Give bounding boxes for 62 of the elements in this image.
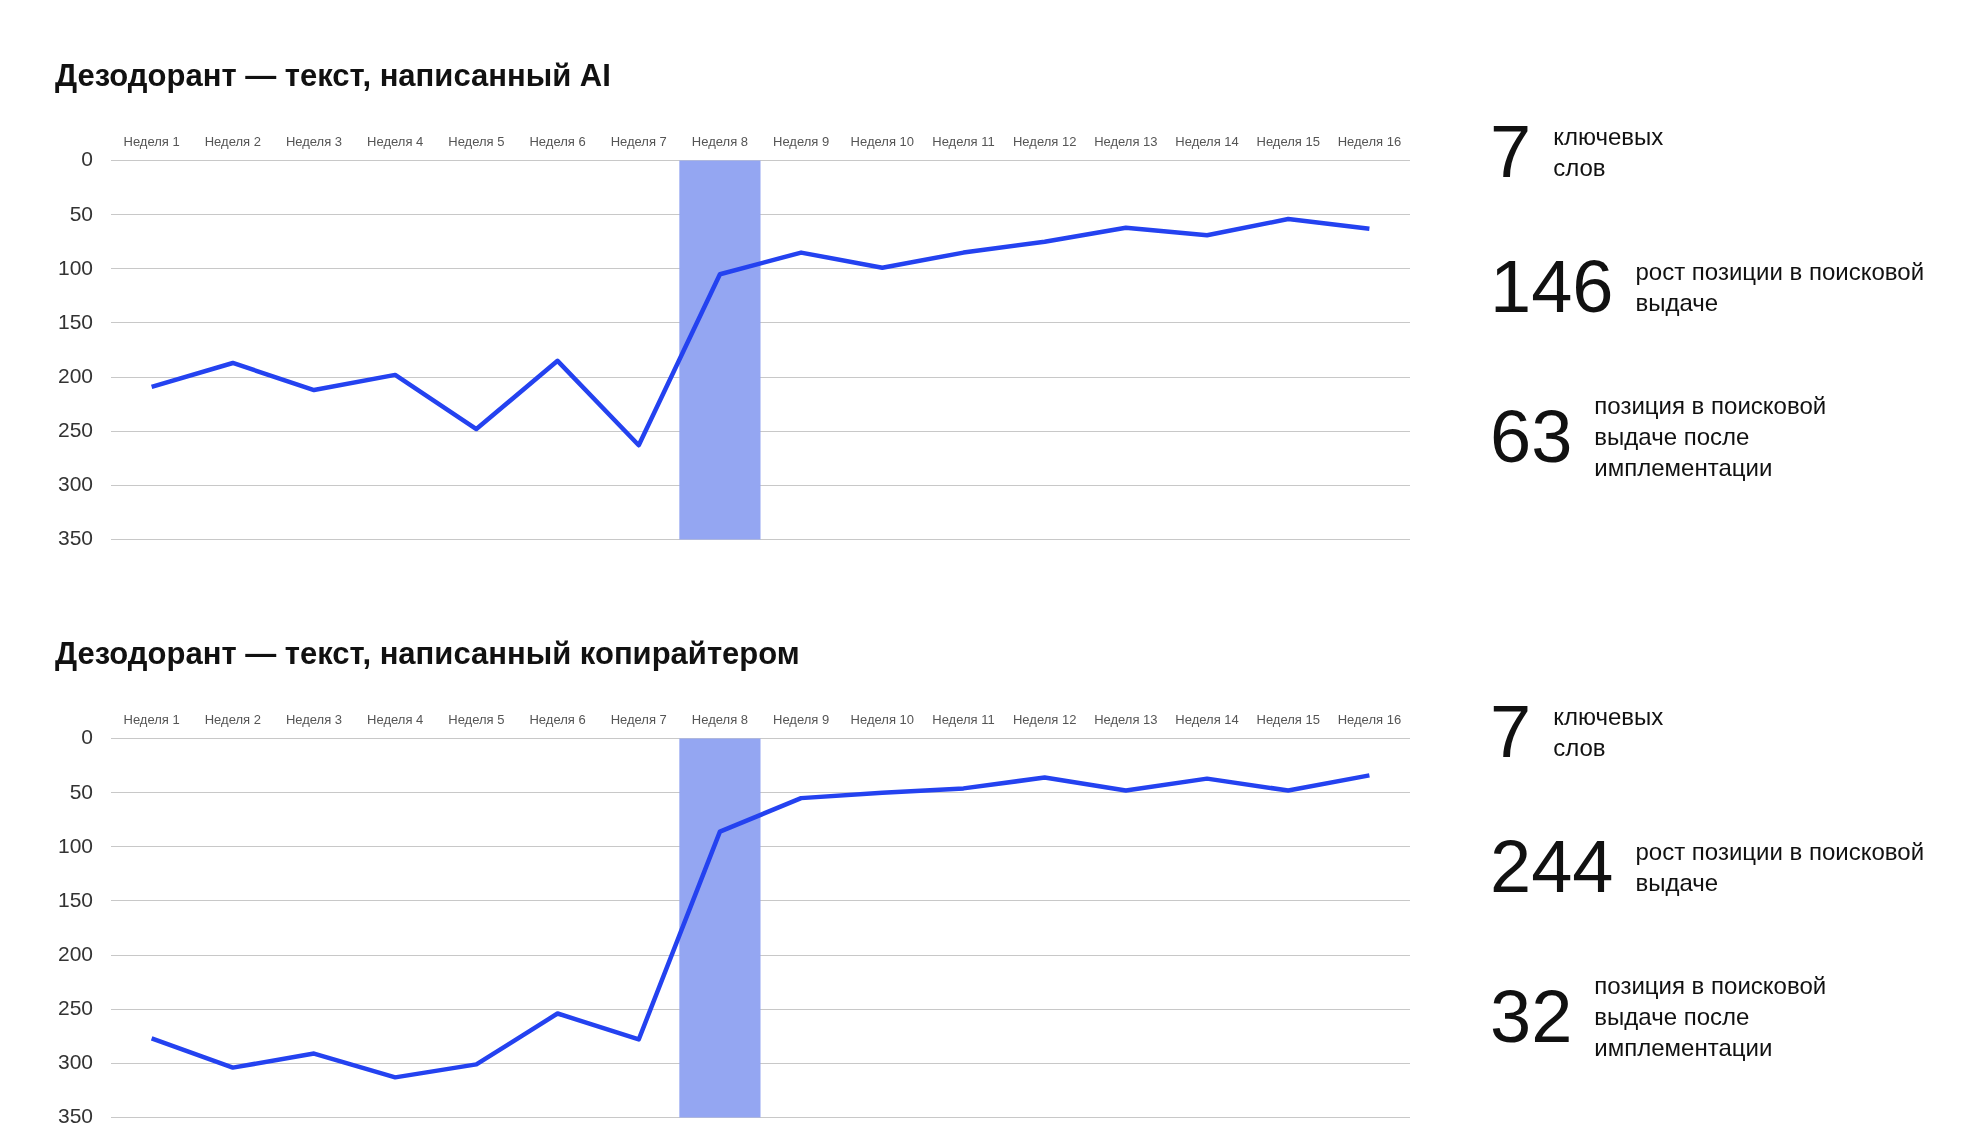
y-tick-label: 300 bbox=[57, 1050, 94, 1074]
y-tick-label: 200 bbox=[57, 363, 94, 387]
y-tick-label: 0 bbox=[81, 147, 94, 171]
text: ключевых слов bbox=[1553, 701, 1665, 763]
x-tick-label: Неделя 10 bbox=[850, 712, 915, 728]
y-tick-label: 150 bbox=[57, 309, 94, 333]
text: 7 bbox=[1490, 110, 1532, 193]
x-tick-label: Неделя 12 bbox=[1012, 134, 1077, 150]
text: рост позиции в поисковой выдаче bbox=[1635, 256, 1926, 318]
x-tick-label: Неделя 9 bbox=[773, 712, 830, 728]
y-tick-label: 350 bbox=[57, 526, 94, 550]
x-tick-label: Неделя 9 bbox=[773, 134, 830, 150]
x-tick-label: Неделя 4 bbox=[367, 134, 424, 150]
text: 146 bbox=[1490, 245, 1614, 328]
y-tick-label: 200 bbox=[57, 941, 94, 965]
x-tick-label: Неделя 2 bbox=[204, 712, 261, 728]
x-tick-label: Неделя 5 bbox=[448, 134, 505, 150]
x-tick-label: Неделя 2 bbox=[204, 134, 261, 150]
text: 7 bbox=[1490, 690, 1532, 773]
x-tick-label: Неделя 6 bbox=[529, 712, 586, 728]
x-tick-label: Неделя 12 bbox=[1012, 712, 1077, 728]
y-tick-label: 0 bbox=[81, 725, 94, 749]
x-tick-label: Неделя 14 bbox=[1175, 712, 1239, 728]
x-tick-label: Неделя 11 bbox=[932, 134, 995, 150]
x-tick-label: Неделя 6 bbox=[529, 134, 586, 150]
y-tick-label: 50 bbox=[69, 779, 94, 803]
x-tick-label: Неделя 8 bbox=[691, 134, 749, 150]
y-tick-label: 350 bbox=[57, 1104, 94, 1128]
x-tick-label: Неделя 16 bbox=[1337, 712, 1402, 728]
x-tick-label: Неделя 7 bbox=[610, 712, 667, 728]
text: позиция в поисковой выдаче после имплементации bbox=[1594, 391, 1828, 484]
x-tick-label: Неделя 7 bbox=[610, 134, 667, 150]
y-tick-label: 50 bbox=[69, 201, 94, 225]
x-tick-label: Неделя 15 bbox=[1256, 712, 1320, 728]
x-tick-label: Неделя 15 bbox=[1256, 134, 1320, 150]
x-tick-label: Неделя 14 bbox=[1175, 134, 1239, 150]
text: ключевых слов bbox=[1553, 121, 1665, 183]
text: рост позиции в поисковой выдаче bbox=[1635, 836, 1926, 898]
x-tick-label: Неделя 5 bbox=[448, 712, 505, 728]
y-tick-label: 250 bbox=[57, 995, 94, 1019]
x-tick-label: Неделя 13 bbox=[1094, 134, 1158, 150]
y-tick-label: 300 bbox=[57, 472, 94, 496]
text: позиция в поисковой выдаче после имплементации bbox=[1594, 971, 1828, 1064]
x-tick-label: Неделя 10 bbox=[850, 134, 915, 150]
x-tick-label: Неделя 4 bbox=[367, 712, 424, 728]
y-tick-label: 100 bbox=[57, 255, 94, 279]
chart-title: Дезодорант — текст, написанный копирайтером bbox=[55, 636, 800, 672]
x-tick-label: Неделя 13 bbox=[1094, 712, 1158, 728]
x-tick-label: Неделя 1 bbox=[123, 134, 180, 150]
x-tick-label: Неделя 8 bbox=[691, 712, 749, 728]
chart-title: Дезодорант — текст, написанный AI bbox=[55, 58, 611, 94]
y-tick-label: 100 bbox=[57, 833, 94, 857]
y-tick-label: 150 bbox=[57, 887, 94, 911]
text: 63 bbox=[1490, 394, 1573, 478]
x-tick-label: Неделя 3 bbox=[285, 134, 343, 150]
text: 244 bbox=[1490, 825, 1614, 908]
y-tick-label: 250 bbox=[57, 417, 94, 441]
x-tick-label: Неделя 11 bbox=[932, 712, 995, 728]
x-tick-label: Неделя 3 bbox=[285, 712, 343, 728]
x-tick-label: Неделя 1 bbox=[123, 712, 180, 728]
x-tick-label: Неделя 16 bbox=[1337, 134, 1402, 150]
text: 32 bbox=[1490, 974, 1573, 1058]
